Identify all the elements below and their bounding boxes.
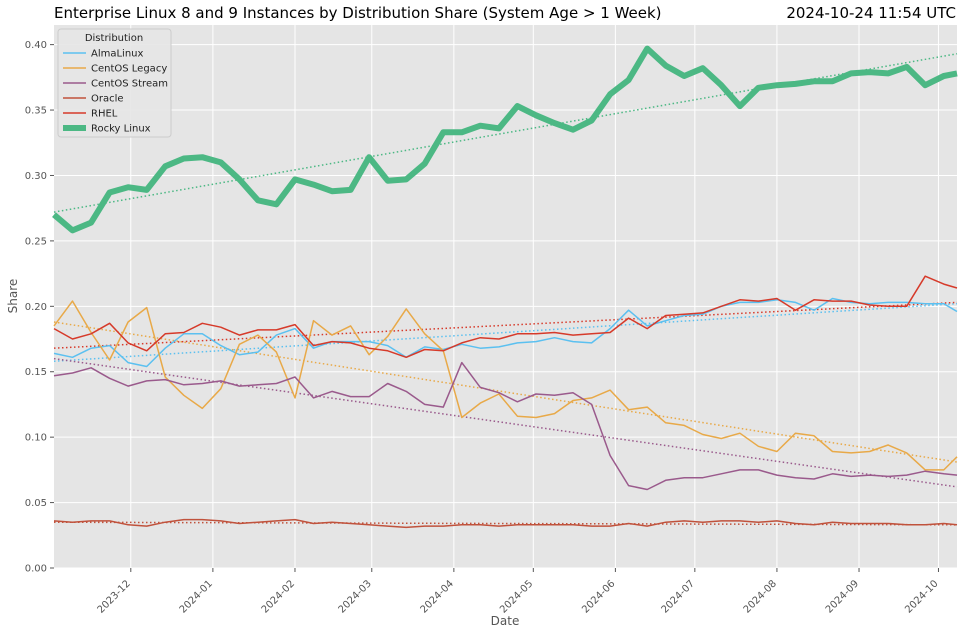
legend-label-oracle: Oracle <box>91 94 124 105</box>
x-tick-label: 2024-06 <box>580 578 617 615</box>
y-axis-ticks: 0.00 0.05 0.10 0.15 0.20 0.25 0.30 0.35 0.40 <box>25 40 54 575</box>
trendline-rhel <box>53 301 958 349</box>
legend-box <box>57 28 172 138</box>
x-axis-label: Date <box>491 614 520 628</box>
trendline-rocky-linux <box>53 53 958 213</box>
legend: Distribution AlmaLinux CentOS Legacy CentO… <box>57 28 172 138</box>
legend-label-rhel: RHEL <box>91 109 118 120</box>
trendline-centos-stream <box>53 357 958 488</box>
series-line-rhel <box>53 275 958 359</box>
x-tick-label: 2024-07 <box>660 578 697 615</box>
chart-timestamp: 2024-10-24 11:54 UTC <box>786 4 956 22</box>
x-tick-label: 2024-03 <box>337 578 374 615</box>
series-line-oracle <box>53 518 958 529</box>
y-tick-label: 0.40 <box>25 40 47 51</box>
chart-title: Enterprise Linux 8 and 9 Instances by Di… <box>54 4 662 22</box>
legend-label-centos-legacy: CentOS Legacy <box>91 64 167 75</box>
x-tick-label: 2024-05 <box>498 578 535 615</box>
legend-label-centos-stream: CentOS Stream <box>91 79 168 90</box>
x-axis-ticks: 2023-12 2024-01 2024-02 2024-03 2024-04 2024-… <box>96 568 941 616</box>
y-tick-label: 0.30 <box>25 171 47 182</box>
x-tick-label: 2024-10 <box>903 578 940 615</box>
series-line-centos-legacy <box>53 300 958 471</box>
y-tick-label: 0.35 <box>25 106 47 117</box>
y-tick-label: 0.00 <box>25 564 47 575</box>
series-line-rocky-linux <box>52 45 958 234</box>
y-tick-label: 0.05 <box>25 498 47 509</box>
legend-label-almalinux: AlmaLinux <box>91 49 144 60</box>
series-line-almalinux <box>53 297 958 368</box>
series-lines <box>52 45 958 529</box>
y-tick-label: 0.25 <box>25 236 47 247</box>
x-tick-label: 2024-09 <box>824 578 861 615</box>
x-tick-label: 2023-12 <box>96 578 133 615</box>
trendline-almalinux <box>53 302 958 363</box>
series-line-centos-stream <box>53 361 958 491</box>
y-tick-label: 0.20 <box>25 302 47 313</box>
trendline-centos-legacy <box>53 321 958 463</box>
legend-title: Distribution <box>85 33 143 44</box>
y-axis-label: Share <box>6 279 20 314</box>
x-tick-label: 2024-04 <box>419 578 456 615</box>
x-tick-label: 2024-02 <box>260 578 297 615</box>
legend-label-rocky-linux: Rocky Linux <box>91 124 151 135</box>
x-tick-label: 2024-08 <box>742 578 779 615</box>
x-tick-label: 2024-01 <box>178 578 215 615</box>
y-tick-label: 0.10 <box>25 433 47 444</box>
plot-background <box>54 25 957 568</box>
y-tick-label: 0.15 <box>25 367 47 378</box>
